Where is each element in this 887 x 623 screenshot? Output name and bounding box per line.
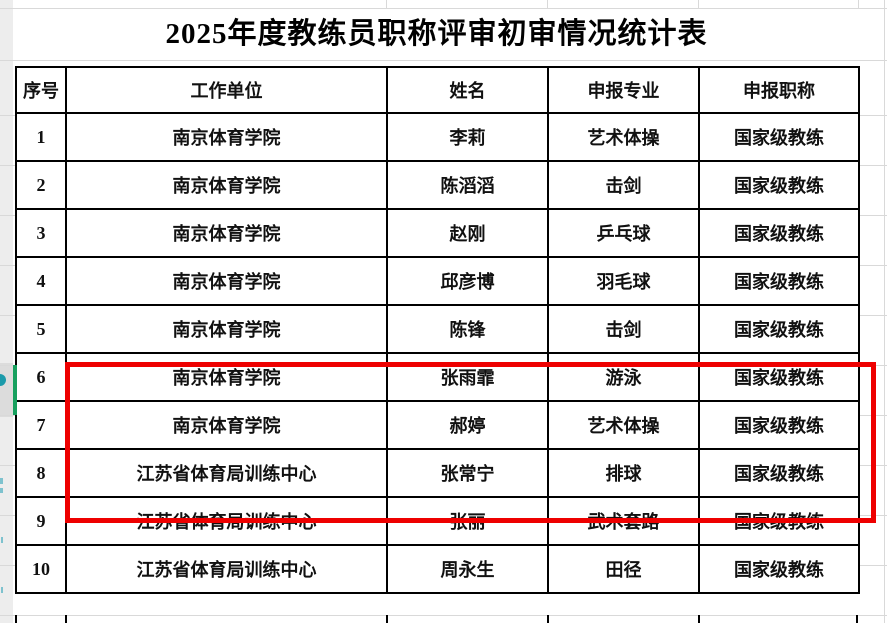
cell-seq[interactable]: 1 bbox=[15, 112, 67, 162]
cell-seq[interactable]: 7 bbox=[15, 400, 67, 450]
cell-unit[interactable]: 南京体育学院 bbox=[65, 112, 388, 162]
cell-job_title[interactable]: 国家级教练 bbox=[698, 400, 860, 450]
cell-unit[interactable]: 南京体育学院 bbox=[65, 400, 388, 450]
gridline bbox=[386, 0, 387, 8]
table-border-stub bbox=[547, 615, 549, 623]
cell-job_title[interactable]: 国家级教练 bbox=[698, 496, 860, 546]
gridline bbox=[0, 615, 887, 616]
gridline bbox=[547, 0, 548, 8]
column-header-1[interactable]: 工作单位 bbox=[65, 66, 388, 114]
cell-specialty[interactable]: 艺术体操 bbox=[547, 112, 700, 162]
edge-mark bbox=[0, 488, 3, 493]
data-table: 序号 工作单位 姓名 申报专业 申报职称 1 南京体育学院 李莉 艺术体操 国家级教练 2 南京体育… bbox=[15, 66, 860, 594]
table-row: 8 江苏省体育局训练中心 张常宁 排球 国家级教练 bbox=[15, 448, 860, 498]
cell-unit[interactable]: 南京体育学院 bbox=[65, 256, 388, 306]
table-border-stub bbox=[698, 615, 700, 623]
table-row: 1 南京体育学院 李莉 艺术体操 国家级教练 bbox=[15, 112, 860, 162]
cell-specialty[interactable]: 田径 bbox=[547, 544, 700, 594]
cell-specialty[interactable]: 击剑 bbox=[547, 160, 700, 210]
cell-name[interactable]: 周永生 bbox=[386, 544, 549, 594]
cell-name[interactable]: 邱彦博 bbox=[386, 256, 549, 306]
cell-job_title[interactable]: 国家级教练 bbox=[698, 544, 860, 594]
cell-name[interactable]: 李莉 bbox=[386, 112, 549, 162]
gridline bbox=[858, 0, 859, 8]
cell-unit[interactable]: 江苏省体育局训练中心 bbox=[65, 448, 388, 498]
cell-name[interactable]: 陈锋 bbox=[386, 304, 549, 354]
cell-unit[interactable]: 南京体育学院 bbox=[65, 304, 388, 354]
table-row: 9 江苏省体育局训练中心 张丽 武术套路 国家级教练 bbox=[15, 496, 860, 546]
selection-indicator bbox=[13, 365, 17, 415]
table-row: 2 南京体育学院 陈滔滔 击剑 国家级教练 bbox=[15, 160, 860, 210]
cell-specialty[interactable]: 羽毛球 bbox=[547, 256, 700, 306]
cell-job_title[interactable]: 国家级教练 bbox=[698, 448, 860, 498]
cell-unit[interactable]: 江苏省体育局训练中心 bbox=[65, 544, 388, 594]
cell-name[interactable]: 张常宁 bbox=[386, 448, 549, 498]
cell-specialty[interactable]: 乒乓球 bbox=[547, 208, 700, 258]
cell-name[interactable]: 郝婷 bbox=[386, 400, 549, 450]
gridline bbox=[0, 8, 887, 9]
table-row: 7 南京体育学院 郝婷 艺术体操 国家级教练 bbox=[15, 400, 860, 450]
cell-seq[interactable]: 5 bbox=[15, 304, 67, 354]
cell-job_title[interactable]: 国家级教练 bbox=[698, 256, 860, 306]
cell-unit[interactable]: 南京体育学院 bbox=[65, 160, 388, 210]
table-title[interactable]: 2025年度教练员职称评审初审情况统计表 bbox=[165, 18, 708, 50]
cell-job_title[interactable]: 国家级教练 bbox=[698, 160, 860, 210]
cell-specialty[interactable]: 击剑 bbox=[547, 304, 700, 354]
cell-seq[interactable]: 4 bbox=[15, 256, 67, 306]
column-header-3[interactable]: 申报专业 bbox=[547, 66, 700, 114]
row-header-strip bbox=[0, 0, 13, 623]
table-border-stub bbox=[15, 615, 17, 623]
table-row: 3 南京体育学院 赵刚 乒乓球 国家级教练 bbox=[15, 208, 860, 258]
gridline bbox=[698, 0, 699, 8]
cell-specialty[interactable]: 艺术体操 bbox=[547, 400, 700, 450]
cell-seq[interactable]: 6 bbox=[15, 352, 67, 402]
gridline bbox=[0, 60, 887, 61]
table-border-stub bbox=[386, 615, 388, 623]
cell-unit[interactable]: 江苏省体育局训练中心 bbox=[65, 496, 388, 546]
column-header-2[interactable]: 姓名 bbox=[386, 66, 549, 114]
cell-unit[interactable]: 南京体育学院 bbox=[65, 352, 388, 402]
cell-seq[interactable]: 8 bbox=[15, 448, 67, 498]
edge-mark bbox=[1, 537, 3, 543]
column-header-0[interactable]: 序号 bbox=[15, 66, 67, 114]
cell-name[interactable]: 张丽 bbox=[386, 496, 549, 546]
cell-seq[interactable]: 3 bbox=[15, 208, 67, 258]
column-header-4[interactable]: 申报职称 bbox=[698, 66, 860, 114]
edge-mark bbox=[0, 478, 3, 484]
cell-seq[interactable]: 2 bbox=[15, 160, 67, 210]
collaborator-cursor-dot bbox=[0, 374, 6, 386]
cell-specialty[interactable]: 排球 bbox=[547, 448, 700, 498]
cell-name[interactable]: 张雨霏 bbox=[386, 352, 549, 402]
table-body: 1 南京体育学院 李莉 艺术体操 国家级教练 2 南京体育学院 陈滔滔 击剑 国家级教练 3 南京体育… bbox=[15, 112, 860, 594]
cell-job_title[interactable]: 国家级教练 bbox=[698, 112, 860, 162]
cell-unit[interactable]: 南京体育学院 bbox=[65, 208, 388, 258]
table-row: 4 南京体育学院 邱彦博 羽毛球 国家级教练 bbox=[15, 256, 860, 306]
cell-name[interactable]: 陈滔滔 bbox=[386, 160, 549, 210]
gridline bbox=[884, 0, 885, 623]
table-row: 10 江苏省体育局训练中心 周永生 田径 国家级教练 bbox=[15, 544, 860, 594]
table-border-stub bbox=[65, 615, 67, 623]
header-row: 序号 工作单位 姓名 申报专业 申报职称 bbox=[15, 66, 860, 114]
cell-specialty[interactable]: 游泳 bbox=[547, 352, 700, 402]
cell-seq[interactable]: 10 bbox=[15, 544, 67, 594]
cell-job_title[interactable]: 国家级教练 bbox=[698, 304, 860, 354]
cell-seq[interactable]: 9 bbox=[15, 496, 67, 546]
table-row: 5 南京体育学院 陈锋 击剑 国家级教练 bbox=[15, 304, 860, 354]
table-row: 6 南京体育学院 张雨霏 游泳 国家级教练 bbox=[15, 352, 860, 402]
cell-specialty[interactable]: 武术套路 bbox=[547, 496, 700, 546]
cell-job_title[interactable]: 国家级教练 bbox=[698, 352, 860, 402]
table-border-stub bbox=[856, 615, 858, 623]
row-header-strip-selected-row bbox=[0, 363, 13, 417]
edge-mark bbox=[1, 587, 3, 593]
cell-job_title[interactable]: 国家级教练 bbox=[698, 208, 860, 258]
cell-name[interactable]: 赵刚 bbox=[386, 208, 549, 258]
